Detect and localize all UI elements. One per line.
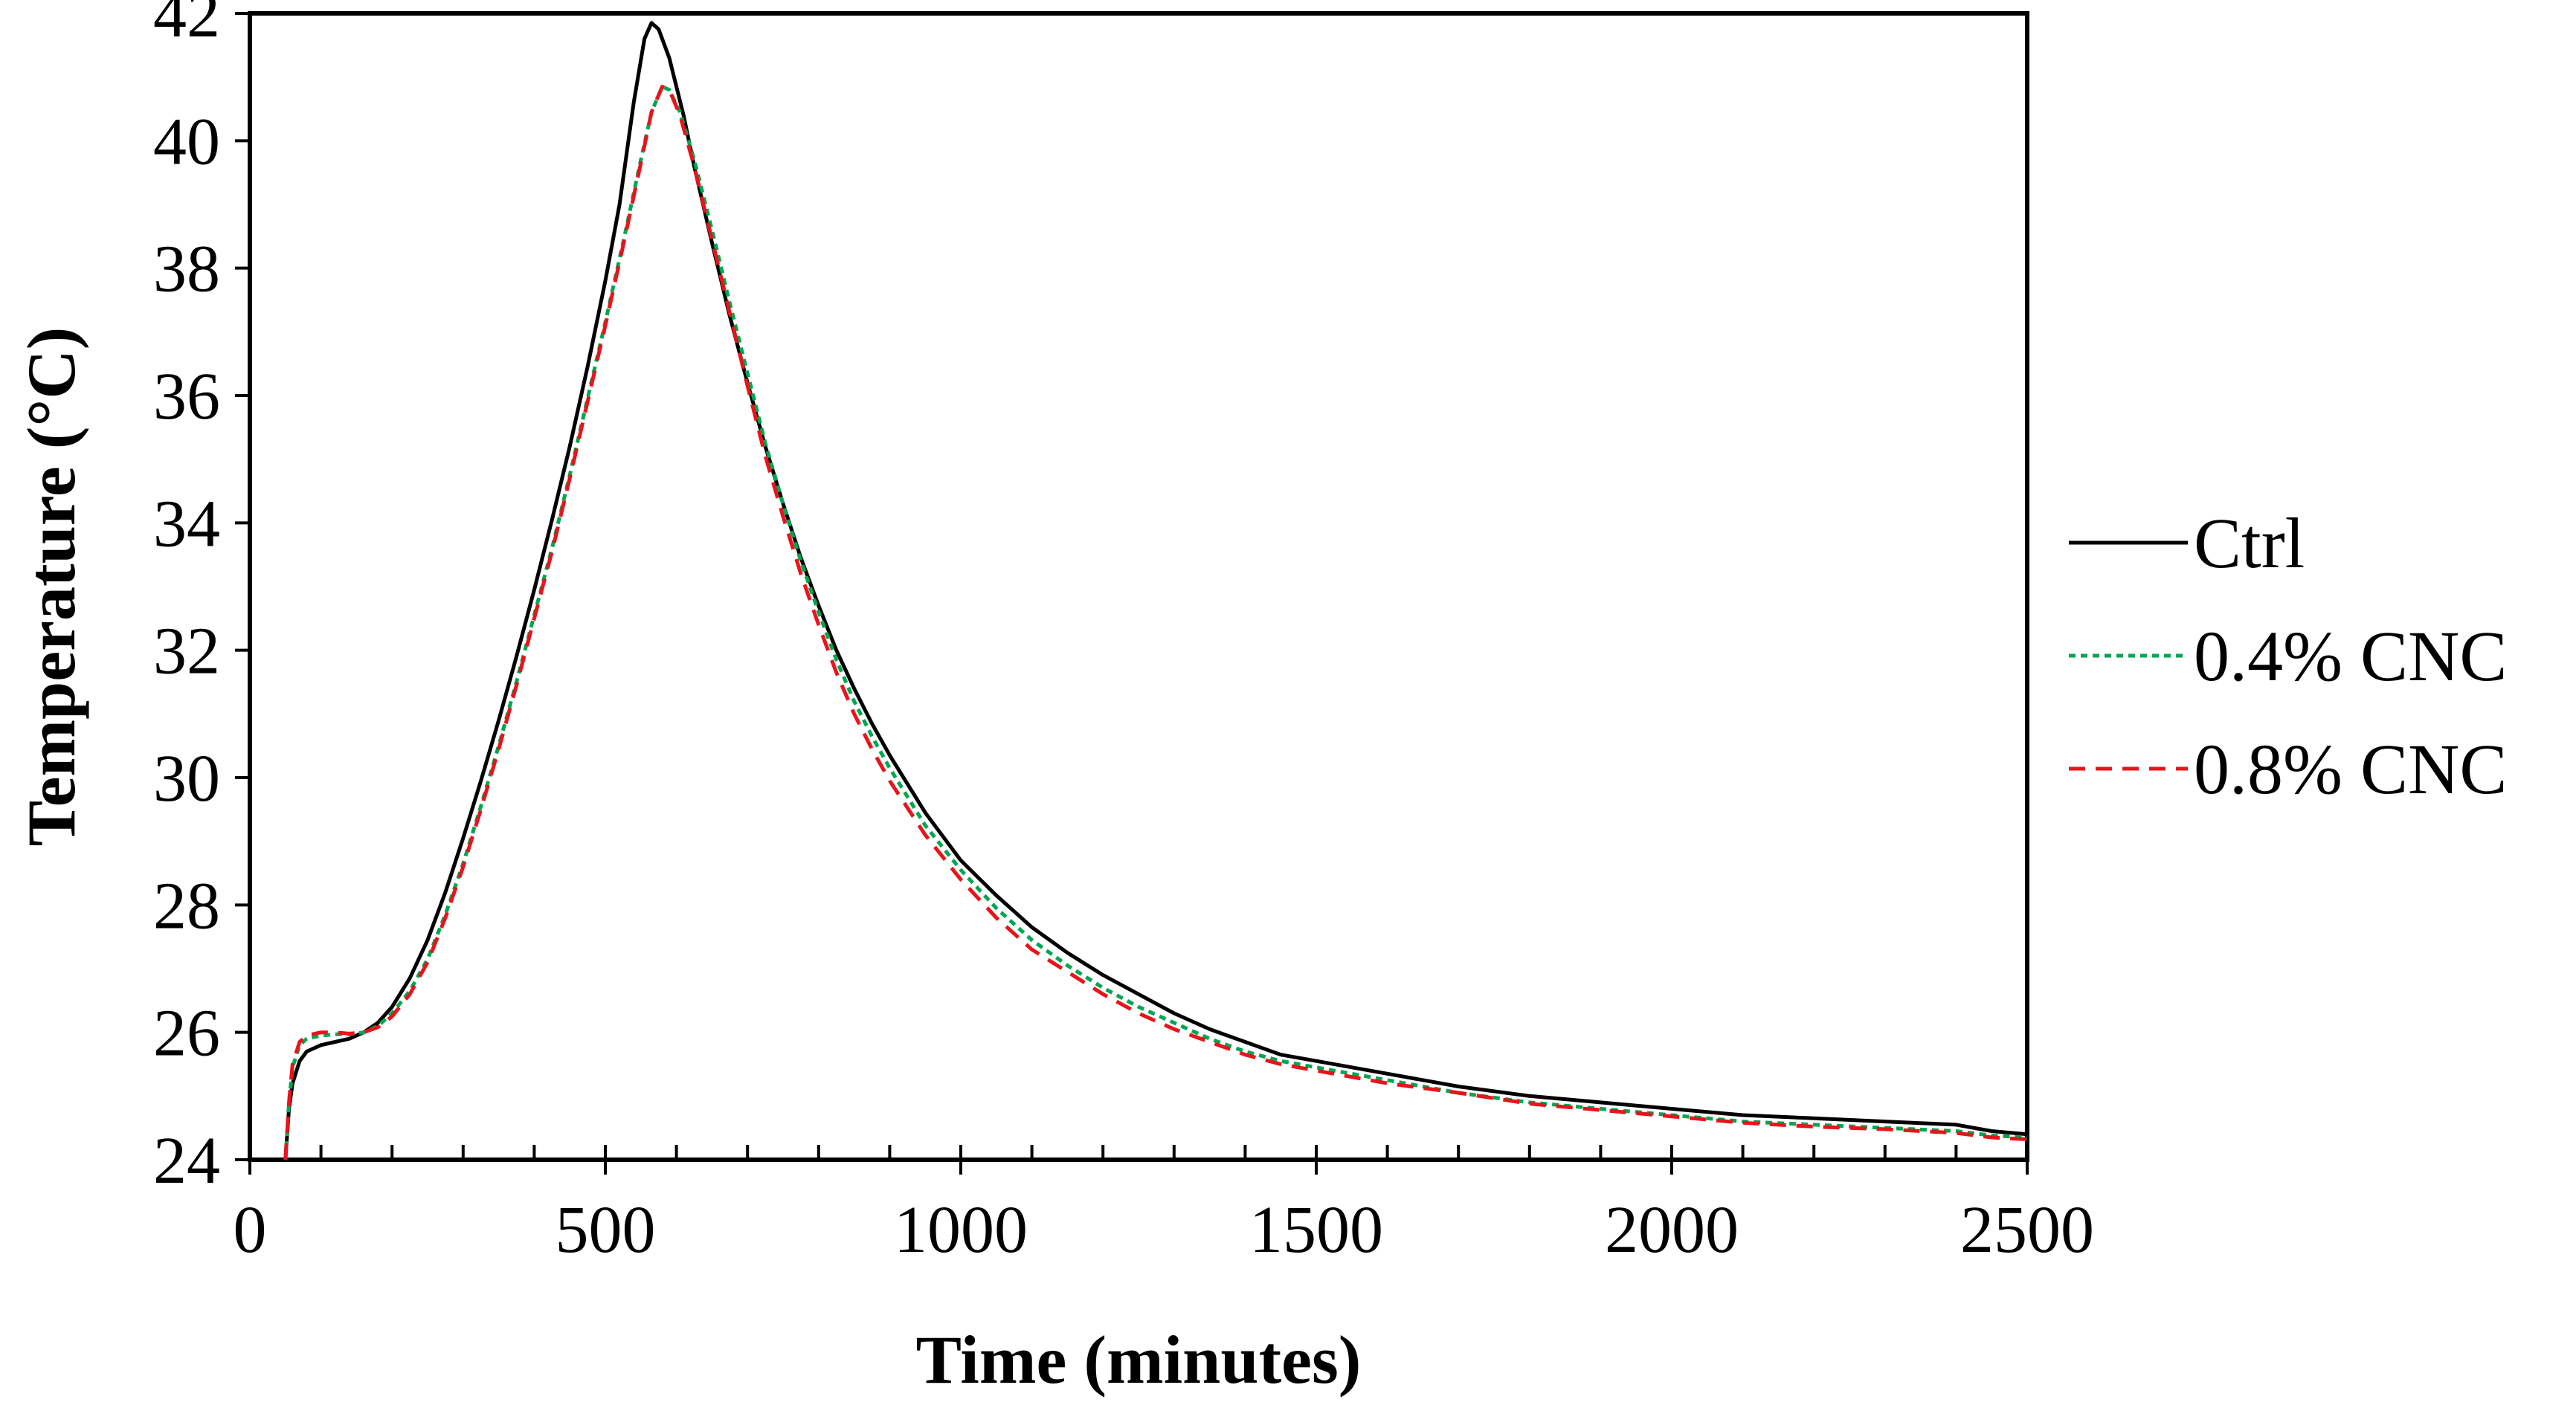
y-tick-labels: 24 26 28 30 32 34 36 38 40 42 xyxy=(153,0,220,1198)
x-tick-label: 2000 xyxy=(1605,1193,1739,1267)
x-minor-ticks xyxy=(319,1145,1958,1160)
x-tick-label: 0 xyxy=(234,1193,267,1267)
x-tick-labels: 0 500 1000 1500 2000 2500 xyxy=(234,1193,2095,1267)
x-tick-label: 500 xyxy=(556,1193,656,1267)
x-tick-label: 1000 xyxy=(894,1193,1028,1267)
y-tick-label: 40 xyxy=(153,105,220,178)
y-tick-label: 34 xyxy=(153,487,220,561)
y-tick-label: 42 xyxy=(153,0,220,51)
y-tick-label: 26 xyxy=(153,997,220,1071)
x-tick-label: 2500 xyxy=(1960,1193,2094,1267)
series-line xyxy=(283,85,2028,1160)
y-tick-label: 28 xyxy=(153,869,220,943)
axis-major-ticks xyxy=(235,12,2029,1175)
legend: Ctrl 0.4% CNC 0.8% CNC xyxy=(2069,503,2507,809)
series-line xyxy=(283,85,2028,1160)
plot-frame xyxy=(248,11,2029,1162)
y-tick-label: 30 xyxy=(153,742,220,816)
y-tick-label: 36 xyxy=(153,360,220,433)
series-lines xyxy=(283,21,2028,1160)
legend-label: Ctrl xyxy=(2194,503,2305,583)
x-axis-title: Time (minutes) xyxy=(916,1322,1362,1398)
legend-label: 0.8% CNC xyxy=(2194,729,2507,809)
y-tick-label: 32 xyxy=(153,615,220,688)
legend-label: 0.4% CNC xyxy=(2194,616,2507,696)
y-tick-label: 24 xyxy=(153,1124,220,1198)
x-tick-label: 1500 xyxy=(1249,1193,1383,1267)
y-tick-label: 38 xyxy=(153,233,220,306)
y-axis-title: Temperature (°C) xyxy=(13,327,89,847)
